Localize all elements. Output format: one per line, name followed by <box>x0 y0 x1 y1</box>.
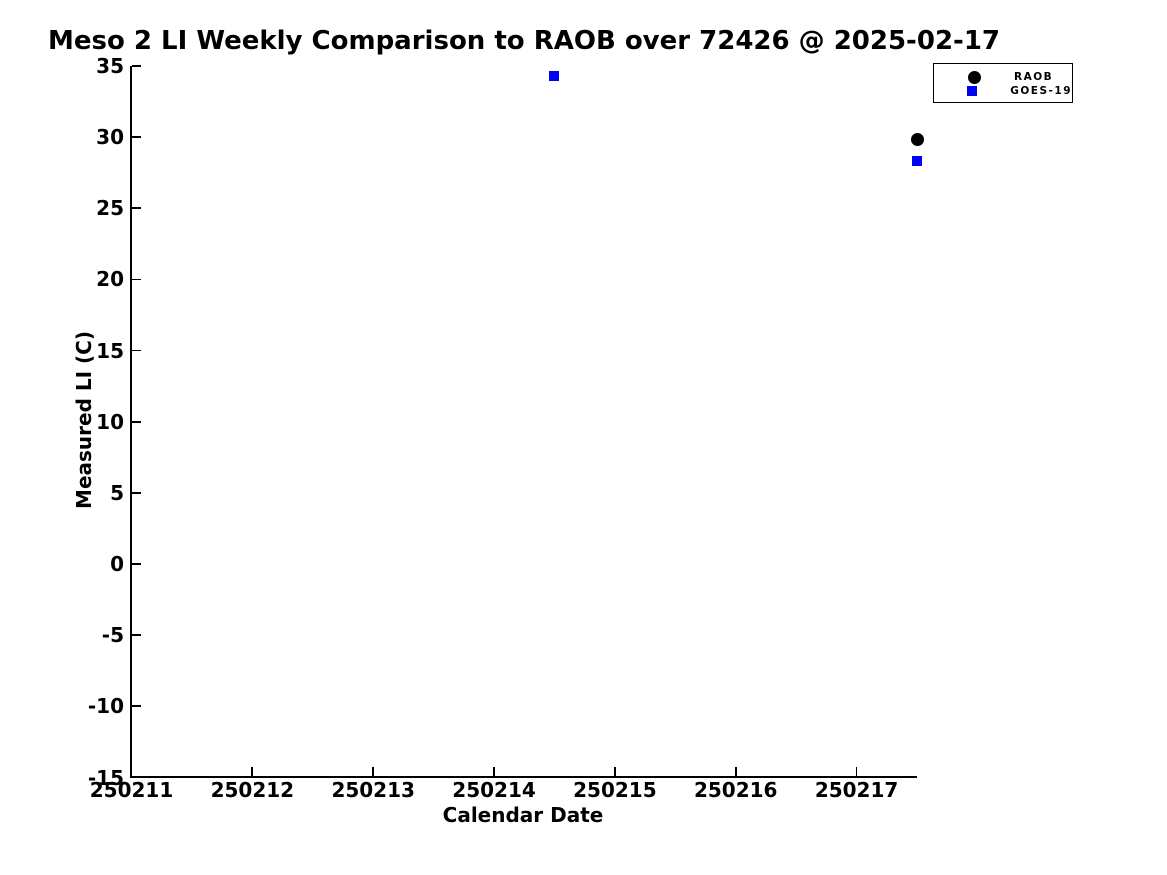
y-tick-mark <box>131 65 141 67</box>
y-tick-label: 35 <box>96 54 124 78</box>
x-tick-label: 250216 <box>693 778 778 802</box>
x-tick-label: 250212 <box>210 778 295 802</box>
y-tick-mark <box>131 705 141 708</box>
y-tick-mark <box>131 136 141 139</box>
goes-19-data-point <box>912 156 922 167</box>
legend-label-raob: RAOB <box>1014 71 1054 83</box>
raob-circle-icon <box>967 70 981 84</box>
y-tick-mark <box>131 420 141 423</box>
x-tick-label: 250215 <box>573 778 657 802</box>
x-tick-label: 250213 <box>331 778 415 802</box>
y-tick-label: 0 <box>110 552 124 577</box>
x-tick-mark <box>130 767 133 776</box>
x-tick-mark <box>734 767 737 776</box>
y-tick-label: 10 <box>96 409 124 434</box>
y-tick-mark <box>131 349 141 352</box>
chart-title: Meso 2 LI Weekly Comparison to RAOB over… <box>47 26 1001 56</box>
x-tick-mark <box>855 767 858 776</box>
y-tick-label: -10 <box>87 694 124 719</box>
legend-entry-raob: RAOB <box>934 70 1072 84</box>
x-tick-label: 250217 <box>814 778 899 802</box>
y-tick-mark <box>131 776 141 779</box>
goes-19-square-icon <box>967 86 978 96</box>
y-tick-mark <box>131 563 141 565</box>
y-tick-label: 20 <box>96 267 124 292</box>
y-tick-mark <box>131 207 141 210</box>
x-tick-mark <box>613 767 616 776</box>
x-axis-spine <box>129 776 917 778</box>
y-tick-mark <box>131 492 141 494</box>
y-tick-label: -15 <box>87 765 124 790</box>
x-axis-label: Calendar Date <box>442 803 604 827</box>
y-tick-label: 5 <box>110 480 124 505</box>
goes-19-data-point <box>549 70 560 81</box>
y-tick-label: -5 <box>101 623 124 648</box>
legend-marker-cell <box>934 86 1010 96</box>
legend-label-goes-19: GOES-19 <box>1010 85 1072 97</box>
y-tick-label: 30 <box>96 125 124 150</box>
legend-entry-goes-19: GOES-19 <box>934 84 1072 98</box>
x-tick-mark <box>372 767 375 776</box>
y-tick-mark <box>131 278 141 281</box>
x-tick-label: 250214 <box>452 778 536 802</box>
y-tick-mark <box>131 634 141 637</box>
legend-marker-cell <box>934 70 1014 84</box>
x-tick-label: 250211 <box>89 778 174 802</box>
raob-data-point <box>910 133 924 147</box>
x-tick-mark <box>493 767 495 776</box>
y-tick-label: 15 <box>96 338 124 363</box>
y-tick-label: 25 <box>96 196 124 221</box>
x-tick-mark <box>251 767 254 776</box>
legend: RAOB GOES-19 <box>933 63 1073 103</box>
y-axis-spine <box>129 65 132 778</box>
